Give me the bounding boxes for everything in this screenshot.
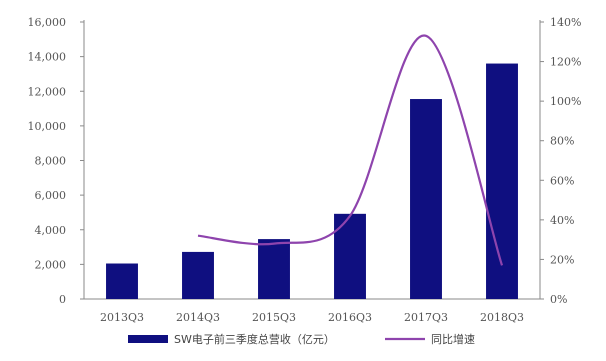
x-axis-ticks: 2013Q3 2014Q3 2015Q3 2016Q3 2017Q3 2018Q3 (100, 311, 524, 324)
left-tick-label: 10,000 (28, 120, 67, 133)
legend-line-label: 同比增速 (431, 332, 475, 346)
bar-2016Q3 (334, 213, 366, 299)
x-tick-label: 2017Q3 (404, 311, 448, 324)
right-tick-label: 60% (550, 174, 574, 187)
x-tick-label: 2016Q3 (328, 311, 372, 324)
line-series (197, 34, 504, 266)
right-tick-label: 100% (550, 95, 581, 108)
right-tick-label: 140% (550, 16, 581, 29)
legend: SW电子前三季度总营收（亿元） 同比增速 (128, 332, 475, 346)
legend-bar-label: SW电子前三季度总营收（亿元） (174, 332, 335, 346)
right-axis-ticks: 0% 20% 40% 60% 80% 100% 120% 140% (540, 16, 581, 306)
left-tick-label: 8,000 (35, 155, 67, 168)
left-tick-label: 14,000 (28, 51, 67, 64)
right-tick-label: 40% (550, 214, 574, 227)
bar-series (106, 63, 518, 300)
right-tick-label: 0% (550, 293, 567, 306)
left-axis-ticks: 0 2,000 4,000 6,000 8,000 10,000 12,000 14,000 1… (28, 16, 84, 306)
bar-2014Q3 (182, 251, 214, 299)
x-tick-label: 2014Q3 (176, 311, 220, 324)
left-tick-label: 2,000 (35, 258, 67, 271)
axes (83, 20, 541, 300)
bar-2018Q3 (486, 63, 518, 299)
right-tick-label: 80% (550, 135, 574, 148)
left-tick-label: 16,000 (28, 16, 67, 29)
legend-bar-swatch (128, 335, 168, 343)
left-tick-label: 6,000 (35, 189, 67, 202)
right-tick-label: 120% (550, 56, 581, 69)
x-tick-label: 2013Q3 (100, 311, 144, 324)
bar-2015Q3 (258, 239, 290, 299)
bar-2013Q3 (106, 263, 138, 299)
x-tick-label: 2015Q3 (252, 311, 296, 324)
left-tick-label: 0 (59, 293, 66, 306)
right-tick-label: 20% (550, 253, 574, 266)
x-tick-label: 2018Q3 (480, 311, 524, 324)
left-tick-label: 12,000 (28, 85, 67, 98)
bar-2017Q3 (410, 99, 442, 300)
left-tick-label: 4,000 (35, 224, 67, 237)
growth-line (197, 34, 504, 266)
